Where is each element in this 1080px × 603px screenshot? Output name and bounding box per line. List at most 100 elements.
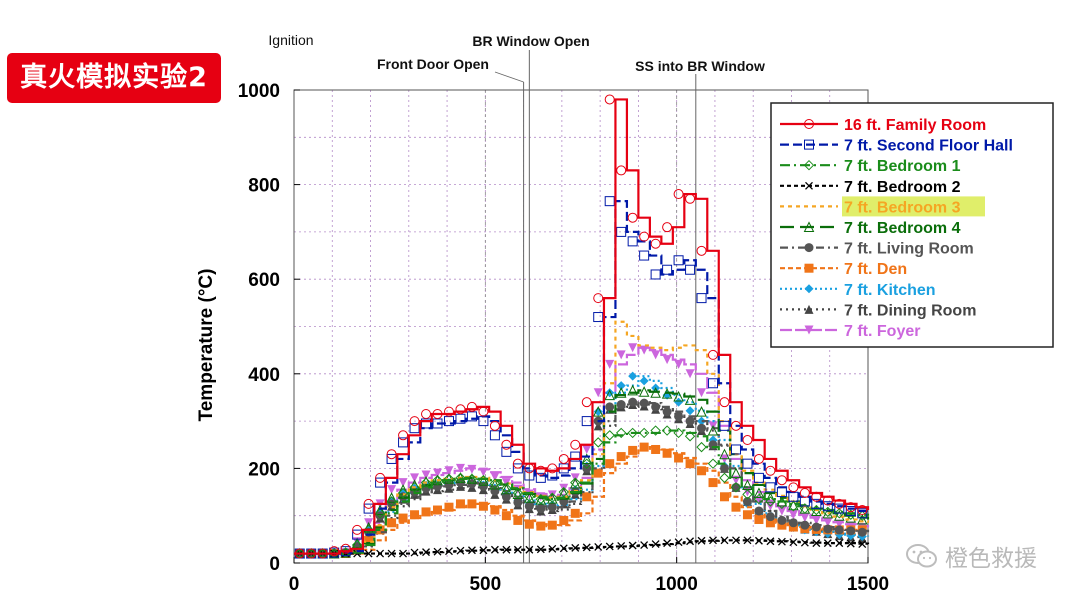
data-point [662,355,672,365]
data-point [627,384,638,396]
data-point [525,545,534,554]
experiment-title-badge: 真火模拟实验2 [7,53,221,103]
data-point [364,549,373,558]
data-point [856,513,868,525]
legend-label: 7 ft. Bedroom 3 [844,199,961,216]
data-point [352,529,363,540]
data-point [753,472,764,483]
data-point [697,416,707,426]
data-point [811,522,821,532]
legend-label: 7 ft. Bedroom 2 [844,179,961,196]
watermark: 橙色救援 [905,539,1037,573]
data-point [455,499,465,509]
data-point [707,424,719,436]
x-tick-label: 1500 [847,574,889,595]
data-point [834,498,845,509]
x-tick-label: 0 [289,574,300,595]
data-point [788,482,799,493]
data-point [753,487,765,498]
data-point [812,539,821,548]
legend-item: 7 ft. Bedroom 4 [780,220,961,237]
data-point [846,539,855,548]
data-point [467,499,477,509]
data-point [673,427,684,439]
data-point [823,539,832,548]
data-point [593,421,603,431]
legend-item: 7 ft. Foyer [780,323,920,340]
data-point [754,514,764,524]
data-point [489,478,501,490]
data-point [685,416,695,426]
data-point [593,312,604,323]
data-point [661,388,673,399]
data-point [409,423,420,434]
data-point [570,439,581,450]
data-point [684,431,696,442]
data-point [730,444,741,455]
data-point [765,492,776,503]
data-point [513,545,522,554]
data-point [535,493,547,505]
legend: 16 ft. Family Room 7 ft. Second Floor Hal… [770,102,1054,348]
data-point [650,387,661,398]
data-point [800,520,810,530]
data-point [422,548,430,557]
data-point [789,538,798,547]
data-point [742,435,753,446]
data-point [593,293,604,304]
data-point [811,515,821,525]
data-point [777,506,787,516]
data-point [673,255,684,266]
data-point [662,222,673,233]
data-point [340,543,351,554]
data-point [570,451,581,462]
data-point [375,511,385,521]
data-point [501,511,511,521]
data-point [799,487,810,498]
data-point [639,250,650,261]
data-point [627,236,638,247]
data-point [719,448,730,460]
legend-highlight [842,196,985,217]
legend-item: 7 ft. Kitchen [780,282,936,299]
data-point [456,546,465,555]
data-point [696,245,707,256]
data-point [754,536,763,545]
data-point [674,397,684,407]
data-point [616,226,627,237]
data-point [845,502,856,513]
data-point [329,546,340,557]
data-point [684,394,696,405]
data-point [742,497,752,507]
legend-swatch-marker [804,325,814,335]
legend-swatch-marker [804,139,814,150]
data-point [513,497,523,507]
data-point [547,463,558,474]
data-point [858,540,867,549]
data-point [616,381,626,391]
data-point [650,238,661,249]
series-line [294,98,870,555]
data-point [409,416,420,427]
data-point [639,345,649,355]
legend-item: 7 ft. Bedroom 1 [780,158,961,175]
data-point [834,519,844,529]
data-point [776,475,787,486]
x-tick-label: 500 [469,574,501,595]
data-point [732,536,740,545]
data-point [306,548,317,559]
data-point [432,409,443,420]
data-point [719,420,730,431]
data-point [433,468,442,478]
data-point [501,439,512,450]
data-point [387,485,397,495]
data-point [605,542,614,551]
data-point [594,542,603,551]
data-point [835,539,844,548]
data-point [443,406,454,417]
data-point [604,430,615,441]
data-point [433,547,442,556]
data-point [777,515,787,525]
data-point [662,407,672,417]
data-point [742,458,753,469]
